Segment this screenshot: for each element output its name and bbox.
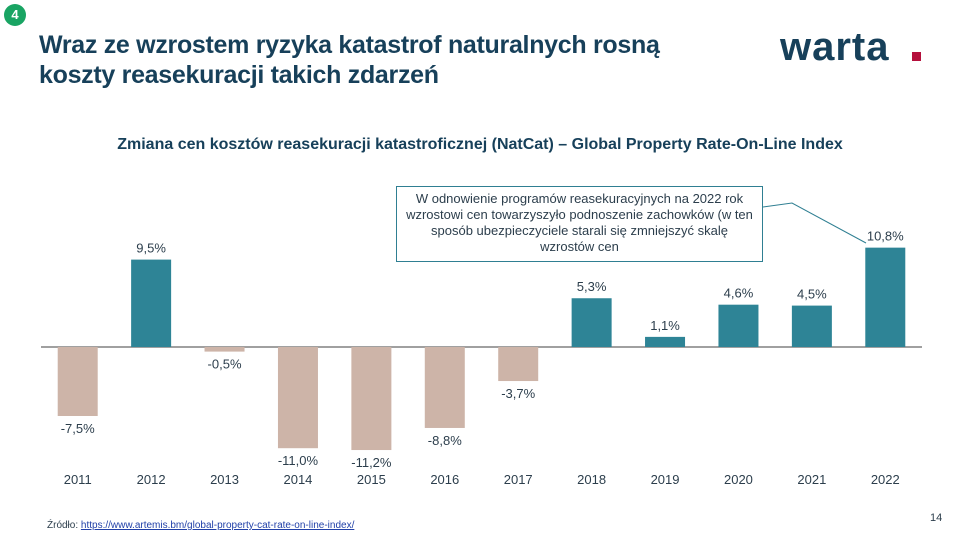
bar-2019	[645, 336, 686, 347]
x-tick-label-2016: 2016	[430, 472, 459, 487]
data-label-2013: -0,5%	[208, 357, 242, 372]
slide-title-line-2: koszty reasekuracji takich zdarzeń	[39, 61, 439, 89]
bar-2016	[424, 347, 465, 428]
x-tick-label-2014: 2014	[283, 472, 312, 487]
bar-2013	[204, 347, 245, 352]
data-label-2019: 1,1%	[650, 318, 680, 333]
x-tick-label-2011: 2011	[64, 472, 92, 487]
warta-logo-text: warta	[779, 25, 890, 69]
bar-2014	[277, 347, 318, 449]
x-tick-label-2022: 2022	[871, 472, 900, 487]
slide-title-line-1: Wraz ze wzrostem ryzyka katastrof natura…	[39, 31, 660, 59]
data-label-2014: -11,0%	[278, 453, 319, 468]
slide-number-badge: 4	[4, 4, 26, 26]
data-label-2016: -8,8%	[428, 433, 462, 448]
bar-2020	[718, 304, 759, 347]
warta-logo: warta	[779, 25, 921, 69]
source-link[interactable]: https://www.artemis.bm/global-property-c…	[80, 520, 355, 531]
x-tick-label-2012: 2012	[137, 472, 166, 487]
x-tick-label-2013: 2013	[210, 472, 239, 487]
data-label-2022: 10,8%	[867, 229, 904, 244]
logo-dot	[912, 52, 921, 61]
bar-2012	[131, 259, 172, 347]
bar-2011	[57, 347, 98, 416]
data-label-2012: 9,5%	[136, 241, 166, 256]
page-number: 14	[930, 512, 943, 524]
data-label-2018: 5,3%	[577, 279, 607, 294]
source-label: Źródło:	[47, 520, 79, 531]
slide-title: Wraz ze wzrostem ryzyka katastrof natura…	[39, 30, 739, 90]
x-tick-label-2021: 2021	[797, 472, 826, 487]
data-label-2011: -7,5%	[61, 421, 95, 436]
chart-title: Zmiana cen kosztów reasekuracji katastro…	[117, 136, 843, 153]
source-note: Źródło: https://www.artemis.bm/global-pr…	[47, 520, 354, 531]
data-label-2017: -3,7%	[501, 386, 535, 401]
bar-2021	[791, 305, 832, 347]
bar-2017	[498, 347, 539, 382]
bar-2018	[571, 298, 612, 347]
x-tick-label-2015: 2015	[357, 472, 386, 487]
data-label-2015: -11,2%	[351, 455, 392, 470]
x-tick-label-2017: 2017	[504, 472, 533, 487]
x-tick-label-2020: 2020	[724, 472, 753, 487]
data-label-2021: 4,5%	[797, 287, 827, 302]
x-tick-label-2019: 2019	[651, 472, 680, 487]
annotation-box: W odnowienie programów reasekuracyjnych …	[396, 186, 763, 262]
x-tick-label-2018: 2018	[577, 472, 606, 487]
bar-2022	[865, 247, 906, 347]
bar-2015	[351, 347, 392, 451]
data-label-2020: 4,6%	[724, 286, 754, 301]
